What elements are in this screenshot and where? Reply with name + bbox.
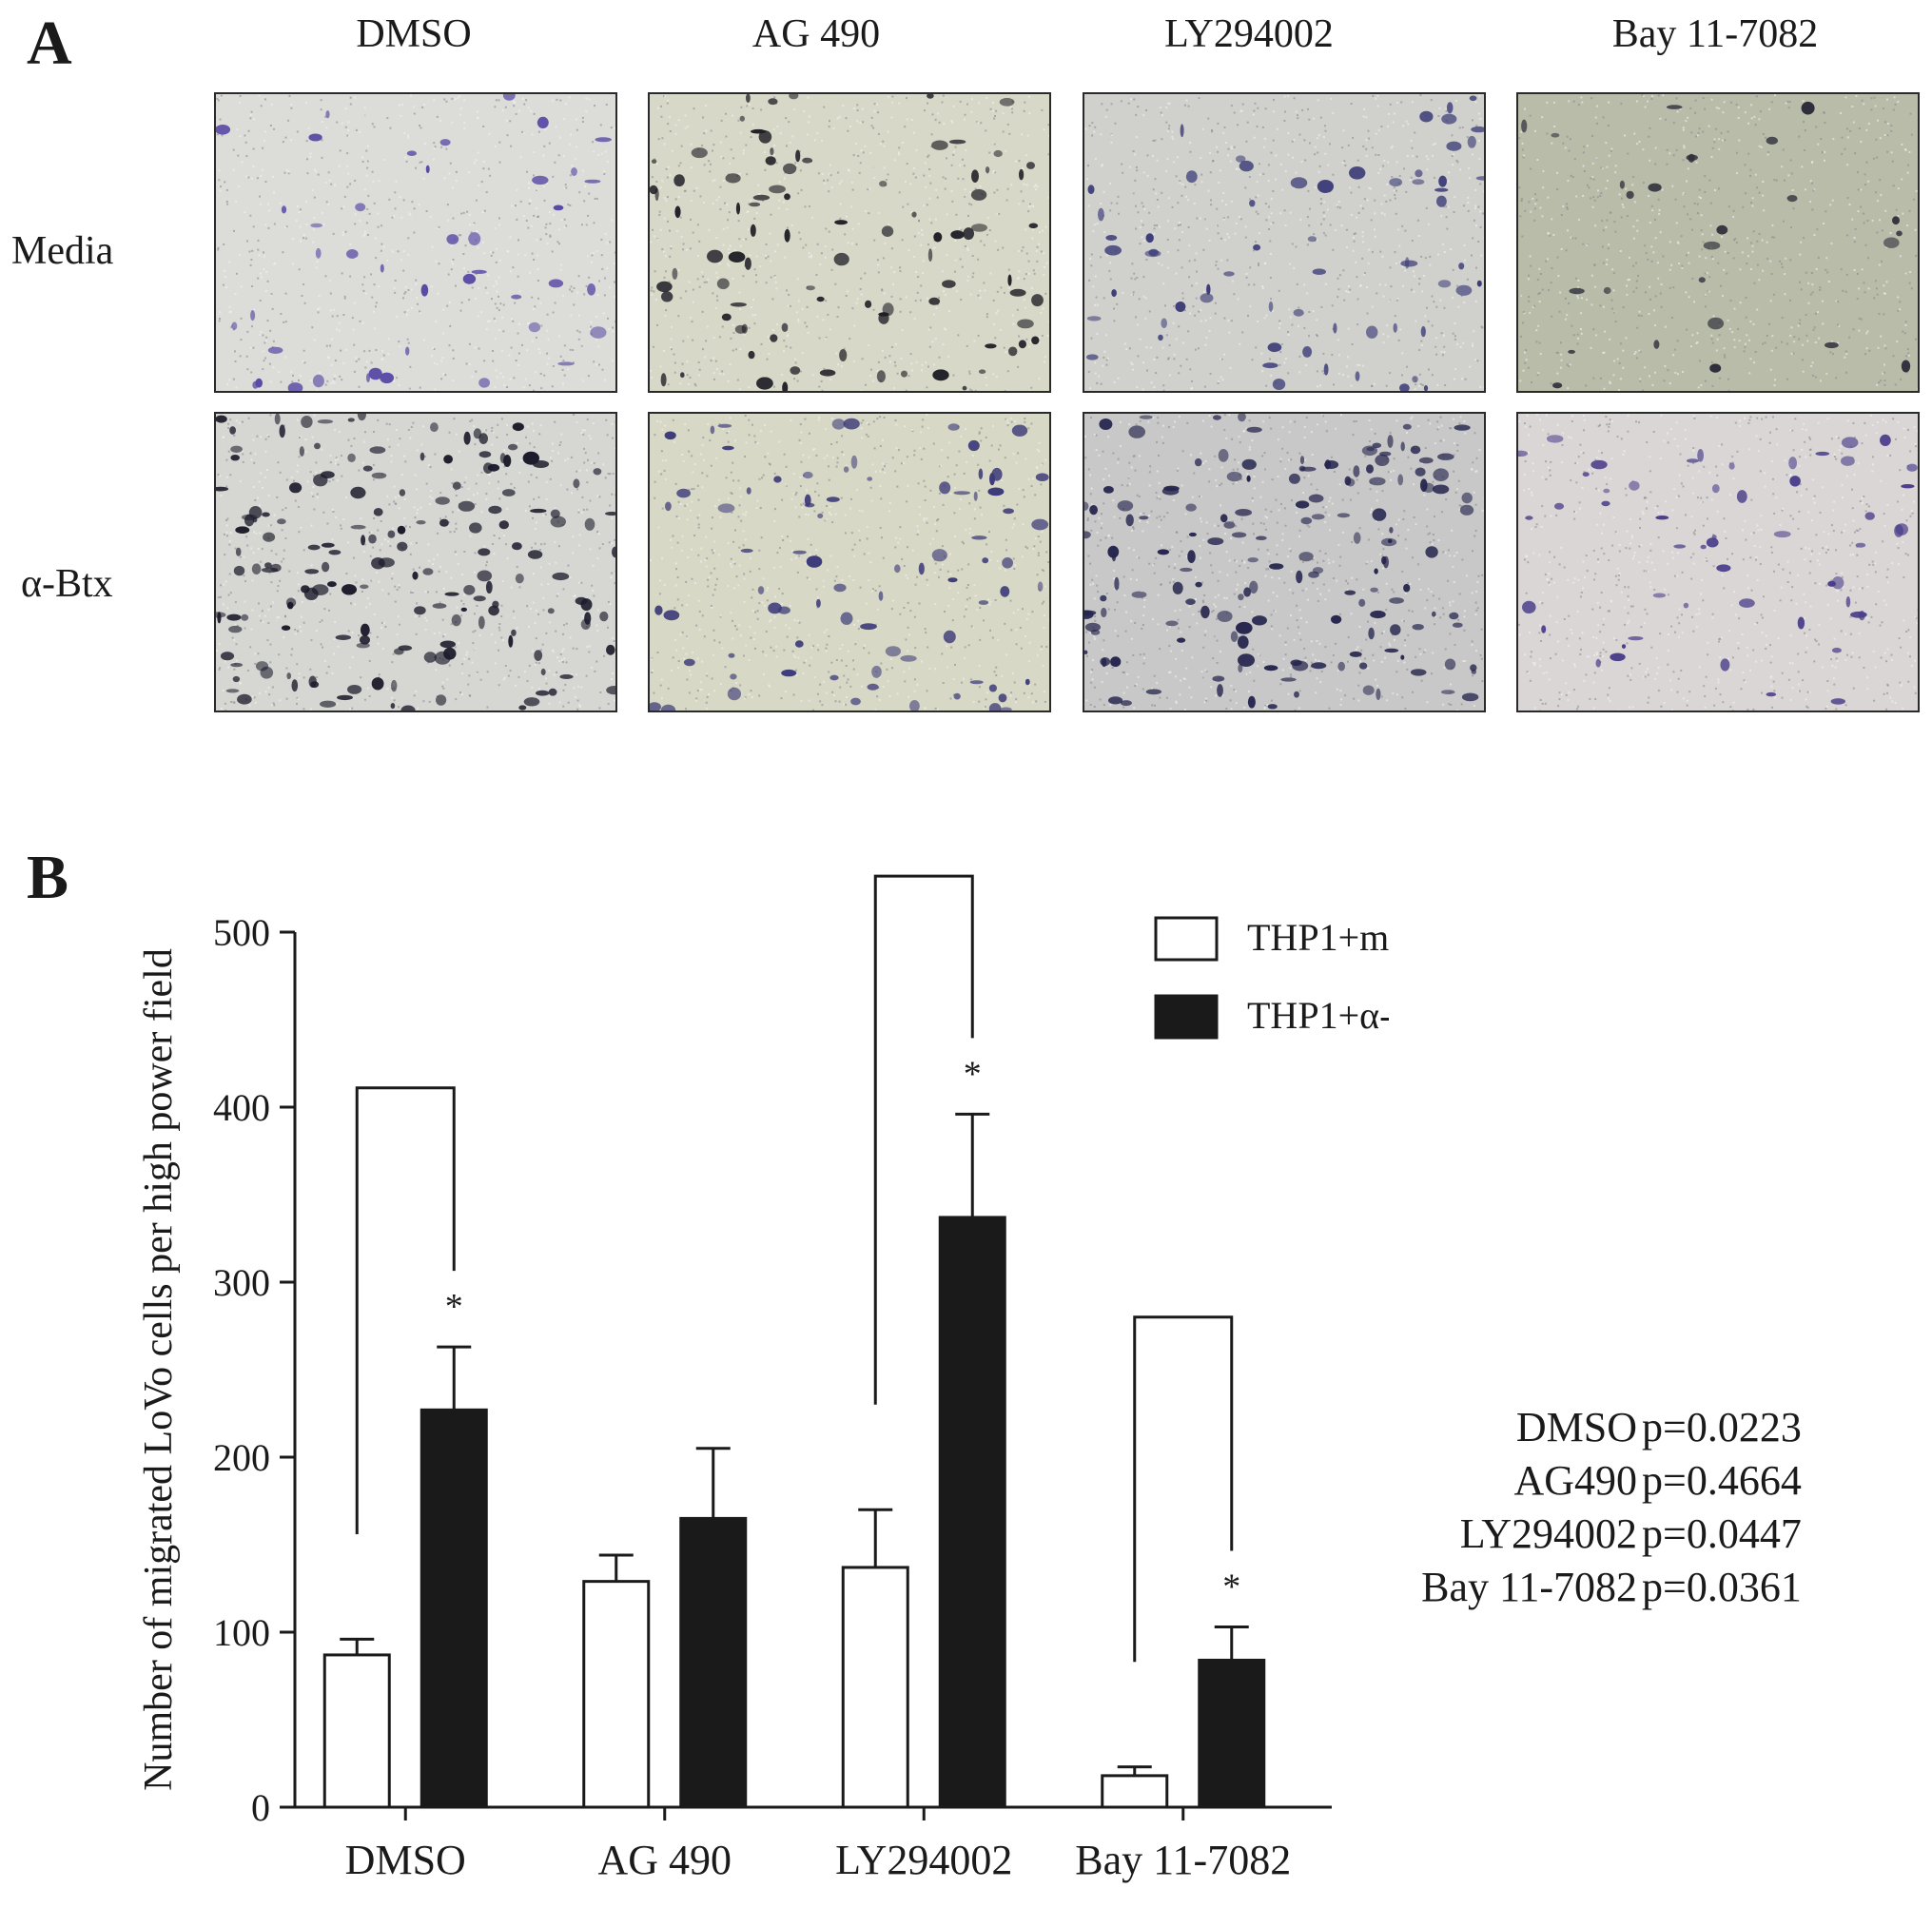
x-tick-label: Bay 11-7082 [1075,1837,1291,1883]
legend-label-media: THP1+media [1247,916,1389,959]
pvalue-bay-group: Bay 11-7082 [1421,1564,1637,1610]
bar-media [582,1580,651,1809]
bar-abtx [938,1216,1006,1809]
legend-swatch-abtx [1154,994,1219,1040]
micrograph-abtx-dmso [214,412,617,712]
panel-b-letter: B [27,843,69,912]
y-tick-label: 400 [213,1086,270,1129]
bar-abtx [1198,1658,1266,1809]
bar-media [841,1566,909,1809]
micrograph-abtx-ag490 [648,412,1051,712]
pvalue-dmso-value: p=0.0223 [1642,1404,1802,1450]
pvalue-ly294002-group: LY294002 [1459,1510,1637,1557]
y-tick-label: 300 [213,1261,270,1304]
panel-a-letter: A [27,9,72,78]
significance-bracket [355,1086,456,1534]
micrograph-abtx-bay [1516,412,1920,712]
significance-bracket [873,874,974,1405]
bar-media [1101,1774,1169,1809]
bar-abtx [679,1516,748,1809]
significance-marker: * [445,1287,463,1327]
micrograph-media-ly294002 [1083,92,1486,393]
column-label-dmso: DMSO [356,12,472,56]
significance-bracket [1133,1315,1234,1663]
x-tick-label: DMSO [345,1837,466,1883]
y-tick-label: 200 [213,1436,270,1479]
row-label-media: Media [11,229,114,273]
y-axis-label: Number of migrated LoVo cells per high p… [137,948,181,1791]
significance-marker: * [1222,1567,1240,1606]
pvalue-ly294002-value: p=0.0447 [1642,1510,1802,1557]
x-tick-label: AG 490 [597,1837,732,1883]
row-label-abtx: α-Btx [21,562,113,606]
legend-label-abtx: THP1+α-Btx [1247,994,1389,1037]
column-label-ly294002: LY294002 [1164,12,1334,56]
micrograph-media-bay [1516,92,1920,393]
legend-swatch-media [1154,916,1219,962]
pvalue-ag490-group: AG490 [1513,1457,1637,1504]
micrograph-media-ag490 [648,92,1051,393]
micrograph-media-dmso [214,92,617,393]
pvalue-dmso-group: DMSO [1515,1404,1637,1450]
x-tick-label: LY294002 [835,1837,1012,1883]
y-tick-label: 100 [213,1611,270,1654]
significance-marker: * [964,1054,982,1094]
pvalue-ag490-value: p=0.4664 [1642,1457,1802,1504]
bar-media [322,1653,391,1809]
bar-abtx [420,1408,488,1809]
column-label-bay: Bay 11-7082 [1611,12,1819,56]
micrograph-abtx-ly294002 [1083,412,1486,712]
y-tick-label: 500 [213,911,270,954]
y-tick-label: 0 [251,1786,270,1829]
pvalue-bay-value: p=0.0361 [1642,1564,1802,1610]
bar-chart: 0 100 200 300 400 500 Number of migrated LoVo … [137,874,1389,1883]
column-label-ag490: AG 490 [751,12,881,56]
